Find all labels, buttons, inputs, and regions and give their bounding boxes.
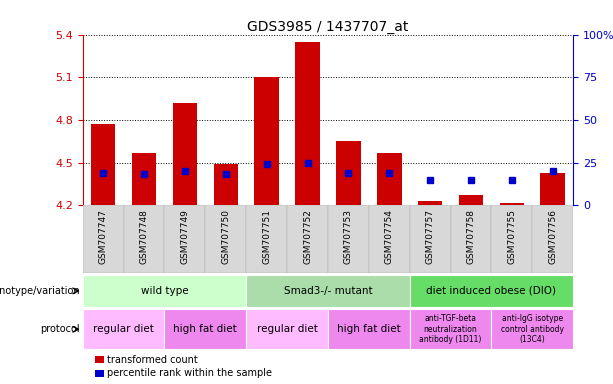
Text: regular diet: regular diet [93,324,154,334]
Bar [173,103,197,205]
Bar [409,309,492,349]
Bar [409,205,451,273]
Text: GSM707753: GSM707753 [344,209,353,264]
Text: GSM707755: GSM707755 [508,209,516,264]
Text: anti-TGF-beta
neutralization
antibody (1D11): anti-TGF-beta neutralization antibody (1… [419,314,482,344]
Text: wild type: wild type [140,286,188,296]
Text: anti-IgG isotype
control antibody
(13C4): anti-IgG isotype control antibody (13C4) [501,314,564,344]
Bar [132,153,156,205]
Text: GSM707747: GSM707747 [99,209,108,264]
Bar [500,203,524,205]
Text: genotype/variation: genotype/variation [0,286,80,296]
Bar [246,309,328,349]
Bar [295,42,320,205]
Bar [246,275,409,307]
Text: GSM707749: GSM707749 [180,209,189,264]
Bar [164,309,246,349]
Bar [164,205,205,273]
Bar [541,173,565,205]
Bar [377,153,402,205]
Text: GSM707752: GSM707752 [303,209,312,264]
Text: regular diet: regular diet [257,324,318,334]
Text: percentile rank within the sample: percentile rank within the sample [107,369,272,379]
Text: high fat diet: high fat diet [173,324,237,334]
Text: GSM707758: GSM707758 [466,209,476,264]
Bar [213,164,238,205]
Text: protocol: protocol [40,324,80,334]
Bar [83,309,164,349]
Bar [328,205,369,273]
Bar [246,205,287,273]
Bar [336,141,360,205]
Text: GSM707748: GSM707748 [140,209,148,264]
Bar [409,275,573,307]
Bar [83,205,124,273]
Bar [369,205,409,273]
Bar [459,195,483,205]
Text: transformed count: transformed count [107,355,198,365]
Text: GSM707754: GSM707754 [385,209,394,264]
Bar [418,201,443,205]
Bar [492,205,532,273]
Bar [91,124,115,205]
Text: GSM707756: GSM707756 [548,209,557,264]
Bar [328,309,409,349]
Text: Smad3-/- mutant: Smad3-/- mutant [284,286,372,296]
Bar [451,205,492,273]
Bar [287,205,328,273]
Bar [124,205,164,273]
Text: GSM707757: GSM707757 [425,209,435,264]
Bar [254,77,279,205]
Bar [532,205,573,273]
Bar [205,205,246,273]
Text: diet induced obese (DIO): diet induced obese (DIO) [427,286,557,296]
Title: GDS3985 / 1437707_at: GDS3985 / 1437707_at [247,20,409,33]
Bar [492,309,573,349]
Text: high fat diet: high fat diet [337,324,401,334]
Bar [83,275,246,307]
Text: GSM707751: GSM707751 [262,209,271,264]
Text: GSM707750: GSM707750 [221,209,230,264]
